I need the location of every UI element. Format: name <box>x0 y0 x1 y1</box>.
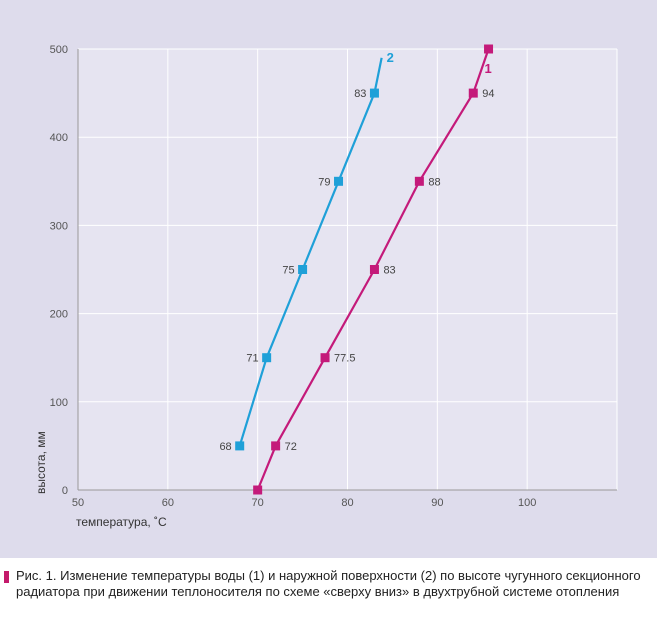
data-point-1 <box>369 265 379 274</box>
series-name-label: 2 <box>387 50 394 65</box>
data-point-2 <box>262 353 272 363</box>
data-label-1: 77.5 <box>334 353 355 365</box>
caption-text: Рис. 1. Изменение температуры воды (1) и… <box>16 568 641 599</box>
data-label-1: 94 <box>482 88 494 100</box>
x-tick-label: 60 <box>162 497 174 509</box>
data-label-2: 83 <box>354 88 366 100</box>
x-axis-label: температура, ˚С <box>76 515 167 529</box>
y-tick-label: 100 <box>50 397 68 409</box>
data-point-2 <box>235 441 245 451</box>
caption-marker <box>4 571 9 583</box>
series-line-2 <box>238 57 383 447</box>
y-axis-label: высота, мм <box>34 431 48 494</box>
x-tick-label: 70 <box>252 497 264 509</box>
data-label-1: 88 <box>428 176 440 188</box>
data-label-2: 68 <box>219 441 231 453</box>
y-tick-label: 200 <box>50 309 68 321</box>
x-tick-label: 90 <box>431 497 443 509</box>
data-point-1 <box>320 353 330 363</box>
chart-panel: 50 60 70 80 90 100 0 100 200 300 400 500 температура… <box>0 0 657 558</box>
data-point-1 <box>468 88 478 98</box>
x-tick-label: 100 <box>518 497 536 509</box>
data-point-2 <box>369 88 379 98</box>
y-tick-label: 400 <box>50 132 68 144</box>
data-point-1 <box>484 44 494 54</box>
data-label-1: 83 <box>383 265 395 277</box>
data-point-1 <box>414 176 424 186</box>
y-tick-label: 0 <box>62 485 68 497</box>
data-label-2: 71 <box>246 353 258 365</box>
data-label-2: 79 <box>318 176 330 188</box>
y-tick-label: 500 <box>50 44 68 56</box>
data-point-2 <box>298 265 308 274</box>
x-tick-label: 80 <box>341 497 353 509</box>
data-label-1: 72 <box>285 441 297 453</box>
series-name-label: 1 <box>485 61 492 76</box>
x-tick-label: 50 <box>72 497 84 509</box>
data-point-1 <box>253 485 263 495</box>
temperature-height-chart: 50 60 70 80 90 100 0 100 200 300 400 500 температура… <box>34 44 618 529</box>
y-tick-label: 300 <box>50 220 68 232</box>
data-point-1 <box>271 441 281 451</box>
data-label-2: 75 <box>282 265 294 277</box>
data-point-2 <box>334 176 344 186</box>
